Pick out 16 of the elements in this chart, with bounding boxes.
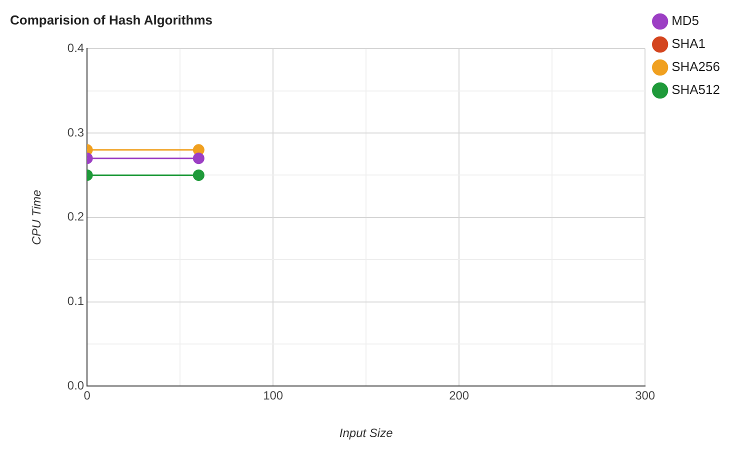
x-tick-label: 100	[263, 388, 284, 403]
legend-label: SHA512	[672, 82, 720, 98]
y-tick-label: 0.0	[67, 378, 84, 393]
y-axis-title: CPU Time	[30, 189, 44, 246]
y-tick-label: 0.3	[67, 125, 84, 140]
x-tick-label: 300	[635, 388, 656, 403]
x-tick-label: 0	[84, 388, 91, 403]
y-tick-label: 0.1	[67, 294, 84, 308]
y-tick-label: 0.2	[67, 210, 84, 224]
legend-label: MD5	[672, 13, 700, 28]
x-axis-title: Input Size	[339, 426, 394, 440]
chart-title: Comparision of Hash Algorithms	[10, 12, 212, 28]
legend-label: SHA1	[672, 36, 706, 52]
x-tick-label: 200	[449, 388, 470, 403]
y-tick-label: 0.4	[67, 40, 84, 55]
legend-label: SHA256	[672, 59, 720, 74]
